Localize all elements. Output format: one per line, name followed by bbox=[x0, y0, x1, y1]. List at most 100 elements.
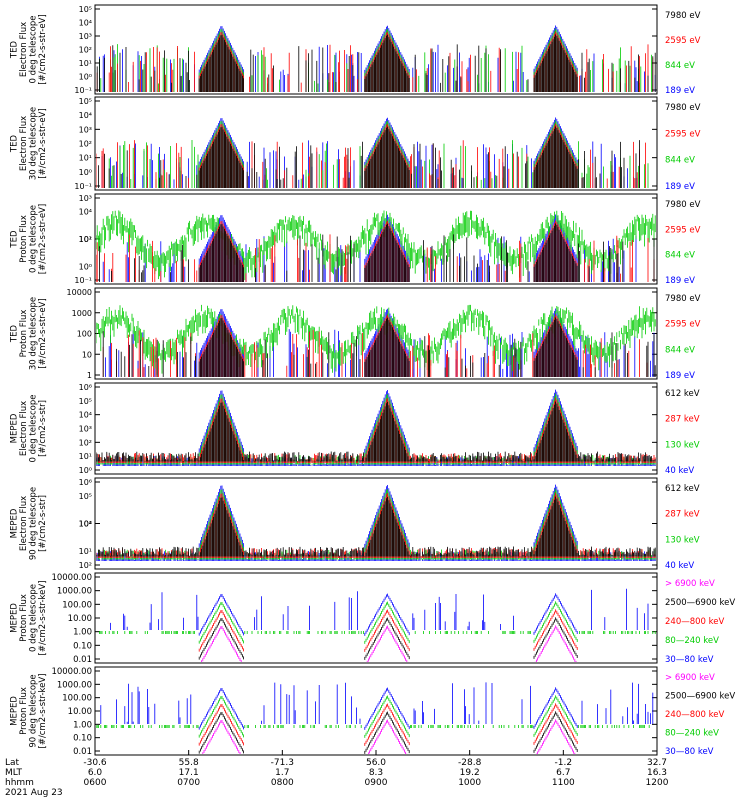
legend-entry: 2595 eV bbox=[665, 36, 701, 46]
legend-entry: 2595 eV bbox=[665, 129, 701, 139]
y-axis-label: [#/cm2-s-str-eV] bbox=[38, 108, 48, 178]
x-tick-label-time: 0600 bbox=[84, 778, 107, 788]
legend-entry: 2595 eV bbox=[665, 320, 701, 330]
legend-entry: 7980 eV bbox=[665, 103, 701, 113]
panel-frame bbox=[94, 4, 658, 95]
y-axis-label: TED bbox=[10, 134, 20, 153]
legend-entry: 612 keV bbox=[665, 389, 700, 399]
y-axis-label: Proton Flux bbox=[19, 215, 29, 263]
legend-entry: 844 eV bbox=[665, 61, 695, 71]
y-axis-label: Electron Flux bbox=[19, 22, 29, 77]
legend-entry: > 6900 keV bbox=[665, 673, 715, 683]
x-tick-label-time: 1000 bbox=[458, 778, 481, 788]
y-axis-label: [#/cm2-s-str-eV] bbox=[38, 14, 48, 84]
y-axis-label: MEPED bbox=[10, 696, 20, 726]
y-tick-label: 10⁵ bbox=[79, 5, 92, 14]
y-tick-label: 10⁰ bbox=[79, 168, 92, 177]
panel-8: 10000.00 1000.00 100.00 10.00 1.00 0.10 0.01 ME… bbox=[10, 666, 735, 757]
series-4-trace bbox=[198, 711, 578, 754]
x-tick-label-lat: -71.3 bbox=[271, 758, 294, 768]
y-axis-label: TED bbox=[10, 230, 20, 249]
y-tick-label: 10¹ bbox=[79, 154, 92, 163]
y-tick-label: 10⁻¹ bbox=[74, 182, 92, 191]
legend-entry: 7980 eV bbox=[665, 11, 701, 21]
y-tick-label: 10⁴ bbox=[79, 208, 92, 217]
y-tick-label: 1000.00 bbox=[57, 587, 92, 597]
y-axis-label: Proton Flux bbox=[19, 594, 29, 642]
legend-entry: 612 keV bbox=[665, 484, 700, 494]
panel-2: 10⁻¹ 10¹ 10³ 10⁵ 10⁰ 10² 10⁴ TED Electron Flux 30… bbox=[10, 96, 701, 192]
y-tick-label: 10⁶ bbox=[79, 383, 92, 392]
data-marks bbox=[96, 484, 656, 561]
x-tick-label-lat: -30.6 bbox=[83, 758, 107, 768]
y-axis-label: 90 deg telescope bbox=[29, 487, 39, 560]
series-2-trace bbox=[108, 120, 649, 188]
series-1-trace bbox=[105, 308, 655, 377]
data-marks bbox=[96, 210, 656, 282]
series-1-trace bbox=[100, 682, 654, 730]
y-axis-label: Electron Flux bbox=[19, 401, 29, 456]
y-tick-label: 10² bbox=[79, 140, 92, 149]
legend-entry: 40 keV bbox=[665, 561, 694, 571]
x-tick-label-time: 0800 bbox=[271, 778, 294, 788]
legend-entry: 7980 eV bbox=[665, 294, 701, 304]
y-tick-label: 0.10 bbox=[73, 734, 92, 744]
legend-entry: 287 keV bbox=[665, 510, 700, 520]
series-4-trace bbox=[98, 126, 640, 188]
y-tick-label: 10000.00 bbox=[51, 667, 92, 677]
data-marks bbox=[96, 389, 656, 466]
data-marks bbox=[96, 25, 656, 92]
y-axis-label: Electron Flux bbox=[19, 116, 29, 171]
y-tick-label: 1.00 bbox=[73, 720, 92, 730]
y-tick-label: 10⁰ bbox=[79, 262, 92, 271]
y-tick-label: 10⁴ bbox=[79, 411, 92, 420]
panel-3: 10⁻¹ 10¹ 10³ 10⁰ 10² 10⁴ TED Proton Flux 0 deg t… bbox=[10, 193, 701, 286]
y-axis-label: [#/cm2-s-str-eV] bbox=[38, 298, 48, 368]
y-tick-label: 10⁴ bbox=[79, 520, 92, 529]
panel-5: 10⁶ 10⁴ 10² 10⁰ 10⁵ 10³ 10¹ MEPED Electron Flux 0… bbox=[10, 382, 700, 476]
y-tick-label: 0.10 bbox=[73, 641, 92, 651]
series-1-trace bbox=[99, 25, 656, 92]
x-tick-label-mlt: 17.1 bbox=[179, 768, 199, 778]
panel-7: 10000.00 1000.00 100.00 10.00 1.00 0.10 0.01 ME… bbox=[10, 572, 735, 665]
x-tick-label-time: 0900 bbox=[365, 778, 388, 788]
legend-entry: 80—240 keV bbox=[665, 729, 719, 739]
legend-entry: 844 eV bbox=[665, 345, 695, 355]
y-tick-label: 10⁴ bbox=[79, 111, 92, 120]
x-tick-label-time: 1200 bbox=[646, 778, 669, 788]
series-2-trace bbox=[96, 695, 650, 738]
legend-entry: 2595 eV bbox=[665, 225, 701, 235]
y-tick-label: 10³ bbox=[79, 194, 92, 203]
x-axis-row-label: 2021 Aug 23 bbox=[5, 788, 63, 798]
y-tick-label: 10.00 bbox=[68, 707, 92, 717]
y-tick-label: 10² bbox=[79, 438, 92, 447]
legend-entry: 2500—6900 keV bbox=[665, 598, 735, 608]
y-tick-label: 100 bbox=[77, 330, 92, 339]
y-axis-label: MEPED bbox=[10, 603, 20, 633]
legend-entry: 7980 eV bbox=[665, 200, 701, 210]
x-tick-label-time: 1100 bbox=[552, 778, 575, 788]
y-tick-label: 10⁰ bbox=[79, 73, 92, 82]
y-tick-label: 10000 bbox=[67, 288, 92, 297]
y-axis-label: 0 deg telescope bbox=[29, 584, 39, 652]
y-tick-label: 10² bbox=[79, 235, 92, 244]
y-tick-label: 10¹ bbox=[79, 452, 92, 461]
y-axis-label: [#/cm2-s-str] bbox=[38, 400, 48, 457]
series-4-trace bbox=[198, 617, 578, 660]
data-marks bbox=[96, 117, 649, 188]
y-tick-label: 10¹ bbox=[79, 235, 92, 244]
y-tick-label: 10¹ bbox=[79, 59, 92, 68]
data-marks bbox=[96, 682, 654, 754]
x-axis-row-label: MLT bbox=[5, 768, 23, 778]
y-tick-label: 0.01 bbox=[73, 655, 92, 665]
series-4-trace bbox=[96, 401, 656, 462]
x-axis-row-label: Lat bbox=[5, 758, 20, 768]
data-marks bbox=[96, 304, 656, 377]
panel-frame bbox=[94, 96, 658, 191]
x-tick-label-lat: 55.8 bbox=[179, 758, 199, 768]
y-axis-label: 0 deg telescope bbox=[29, 205, 39, 273]
legend-entry: 240—800 keV bbox=[665, 617, 724, 627]
y-tick-label: 10⁰ bbox=[79, 466, 92, 475]
y-tick-label: 10⁵ bbox=[79, 492, 92, 501]
y-tick-label: 10¹ bbox=[79, 547, 92, 556]
